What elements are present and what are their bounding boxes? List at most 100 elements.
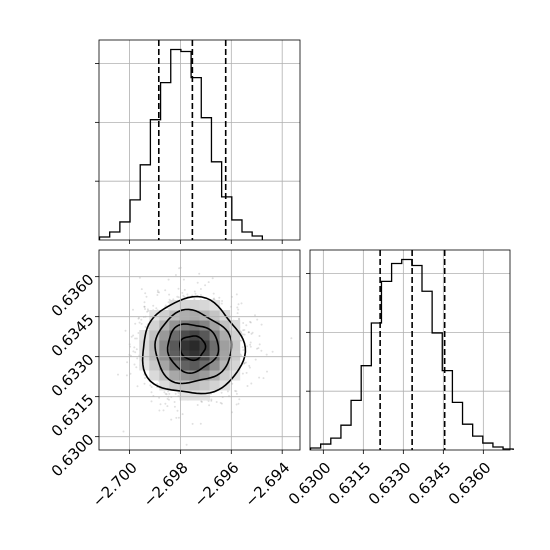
sample-point bbox=[238, 318, 241, 321]
axis-ticks bbox=[306, 273, 484, 454]
sample-point bbox=[204, 284, 207, 287]
histogram-bar bbox=[432, 333, 442, 450]
contour-line bbox=[141, 295, 247, 395]
sample-point bbox=[243, 362, 246, 365]
histogram-bar bbox=[412, 265, 422, 450]
sample-point bbox=[254, 358, 257, 361]
histogram-bar bbox=[171, 50, 181, 240]
sample-point bbox=[164, 402, 167, 405]
density-cell bbox=[199, 360, 211, 371]
sample-point bbox=[199, 294, 202, 296]
x-tick-label: 0.6300 bbox=[285, 459, 335, 509]
sample-point bbox=[250, 332, 253, 335]
contour-line bbox=[154, 308, 233, 385]
density-cell bbox=[199, 390, 211, 401]
sample-point bbox=[177, 296, 180, 299]
grid bbox=[99, 40, 300, 240]
histogram-bar bbox=[120, 222, 130, 240]
sample-point bbox=[134, 351, 137, 354]
sample-point bbox=[144, 292, 147, 295]
histogram-bar bbox=[130, 200, 140, 240]
sample-point bbox=[162, 409, 165, 412]
sample-point bbox=[146, 310, 149, 313]
histogram-bar bbox=[483, 443, 493, 450]
sample-point bbox=[133, 346, 136, 349]
sample-point bbox=[249, 320, 251, 323]
sample-point bbox=[242, 322, 245, 324]
sample-point bbox=[207, 281, 210, 284]
sample-point bbox=[249, 343, 252, 346]
density-cell bbox=[209, 380, 221, 391]
sample-point bbox=[155, 307, 158, 310]
sample-point bbox=[258, 335, 261, 337]
density-cell bbox=[219, 320, 231, 331]
histogram-bar bbox=[493, 447, 503, 450]
sample-point bbox=[158, 291, 161, 294]
sample-point bbox=[215, 401, 218, 403]
density-cell bbox=[149, 370, 160, 381]
sample-point bbox=[210, 398, 213, 401]
contour-line bbox=[166, 323, 220, 375]
sample-point bbox=[243, 362, 246, 364]
histogram-bar bbox=[351, 400, 361, 450]
density-cell bbox=[209, 300, 221, 311]
sample-point bbox=[117, 373, 119, 376]
sample-point bbox=[156, 289, 159, 292]
sample-point bbox=[168, 293, 171, 296]
sample-point bbox=[191, 422, 194, 425]
density-cell bbox=[189, 390, 200, 401]
density-cell bbox=[179, 350, 190, 361]
x-tick-label: −2.698 bbox=[140, 459, 192, 511]
sample-point bbox=[167, 301, 170, 304]
density-cell bbox=[169, 300, 180, 311]
axes-frame bbox=[98, 39, 301, 241]
histogram-bar bbox=[181, 52, 191, 240]
sample-point bbox=[164, 289, 167, 292]
sample-point bbox=[164, 392, 167, 395]
density-cell bbox=[169, 320, 180, 331]
y-tick-label: 0.6345 bbox=[48, 310, 98, 360]
sample-point bbox=[266, 370, 268, 373]
density-cell bbox=[149, 320, 160, 331]
sample-point bbox=[164, 304, 167, 307]
density-cell bbox=[189, 350, 200, 361]
sample-point bbox=[132, 334, 135, 337]
density-cell bbox=[199, 320, 211, 331]
sample-point bbox=[173, 401, 176, 403]
sample-point bbox=[175, 416, 178, 419]
histogram-bar bbox=[463, 424, 473, 450]
sample-point bbox=[200, 400, 203, 403]
sample-point bbox=[237, 308, 240, 311]
x-tick-label: 0.6315 bbox=[325, 459, 375, 509]
histogram-bar bbox=[161, 83, 171, 240]
sample-point bbox=[185, 443, 188, 446]
sample-point bbox=[140, 322, 143, 325]
sample-point bbox=[240, 354, 243, 357]
sample-point bbox=[156, 291, 159, 294]
sample-point bbox=[143, 305, 146, 308]
sample-point bbox=[144, 308, 146, 310]
sample-point bbox=[166, 397, 169, 400]
sample-point bbox=[265, 353, 268, 356]
sample-point bbox=[241, 346, 244, 349]
sample-point bbox=[220, 402, 223, 405]
sample-point bbox=[165, 393, 168, 396]
density-cell bbox=[169, 370, 180, 381]
histogram-bar bbox=[452, 402, 462, 450]
density-cell bbox=[199, 370, 211, 381]
sample-point bbox=[181, 291, 184, 294]
x-tick-labels: −2.700−2.698−2.696−2.694 bbox=[89, 459, 294, 511]
density-cell bbox=[219, 330, 231, 341]
sample-point bbox=[242, 329, 245, 332]
sample-point bbox=[143, 301, 146, 304]
density-cell bbox=[179, 340, 190, 351]
sample-point bbox=[237, 303, 240, 306]
sample-point bbox=[246, 385, 249, 387]
sample-point bbox=[258, 376, 261, 379]
sample-point bbox=[246, 345, 248, 348]
sample-point bbox=[150, 391, 153, 394]
sample-point bbox=[135, 337, 138, 340]
sample-point bbox=[262, 377, 265, 380]
sample-point bbox=[125, 374, 128, 377]
